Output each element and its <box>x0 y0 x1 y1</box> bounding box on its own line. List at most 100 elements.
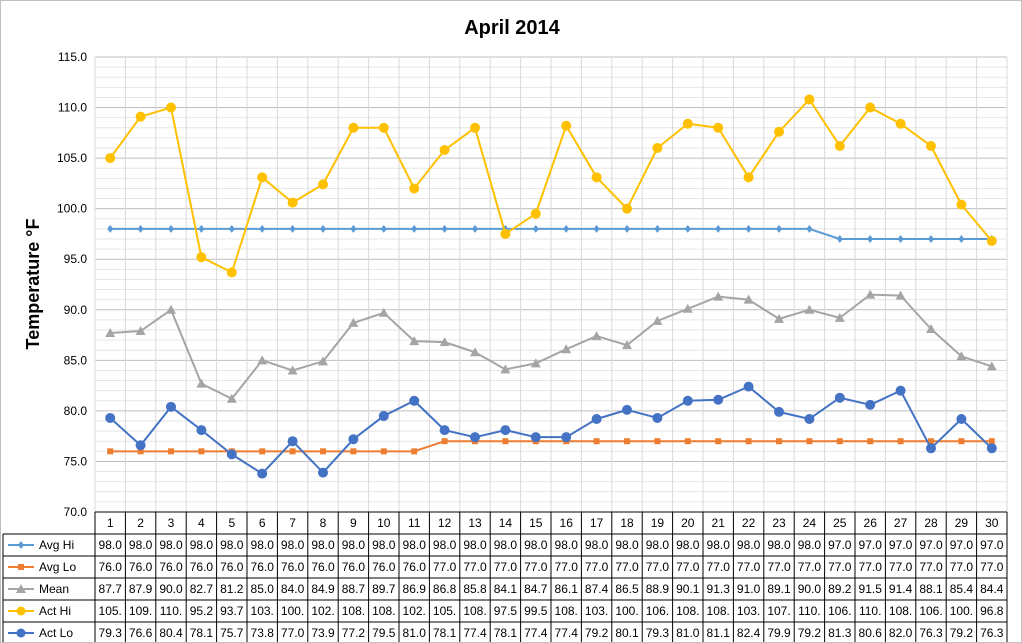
act-hi-data-label: 108. <box>707 604 730 618</box>
avg-lo-data-label: 76.0 <box>342 560 366 574</box>
x-tick-label: 1 <box>107 516 114 530</box>
act-lo-point <box>470 432 480 443</box>
mean-data-label: 88.1 <box>919 582 943 596</box>
y-tick-label: 85.0 <box>64 353 88 367</box>
act-lo-data-label: 73.9 <box>311 626 335 640</box>
avg-lo-data-label: 77.0 <box>494 560 518 574</box>
avg-hi-data-label: 98.0 <box>615 538 639 552</box>
act-hi-point <box>774 126 784 137</box>
avg-hi-data-label: 98.0 <box>555 538 579 552</box>
act-lo-data-label: 73.8 <box>251 626 275 640</box>
act-hi-point <box>804 94 815 105</box>
act-lo-data-label: 80.4 <box>159 626 183 640</box>
act-hi-data-label: 105. <box>433 604 456 618</box>
x-tick-label: 9 <box>350 516 357 530</box>
act-hi-point <box>956 199 967 210</box>
mean-data-label: 90.1 <box>676 582 700 596</box>
avg-hi-data-label: 98.0 <box>220 538 244 552</box>
avg-hi-point <box>593 224 600 233</box>
avg-hi-point <box>350 224 357 233</box>
act-lo-data-label: 80.6 <box>859 626 883 640</box>
x-tick-label: 27 <box>894 516 908 530</box>
avg-hi-point <box>137 224 144 233</box>
mean-point <box>865 289 876 299</box>
x-tick-label: 5 <box>228 516 235 530</box>
y-tick-label: 100.0 <box>57 202 87 216</box>
x-tick-label: 21 <box>712 516 726 530</box>
avg-lo-point <box>380 448 387 455</box>
avg-lo-point <box>836 438 843 445</box>
mean-data-label: 82.7 <box>190 582 214 596</box>
act-hi-data-label: 102. <box>311 604 334 618</box>
avg-hi-data-label: 98.0 <box>281 538 305 552</box>
avg-lo-legend-marker <box>18 564 24 570</box>
act-hi-data-label: 108. <box>372 604 395 618</box>
act-hi-data-label: 100. <box>950 604 973 618</box>
act-lo-data-label: 78.1 <box>433 626 457 640</box>
mean-legend-label: Mean <box>39 582 69 596</box>
act-hi-point <box>622 203 632 214</box>
mean-point <box>743 294 754 304</box>
mean-data-label: 84.7 <box>524 582 548 596</box>
act-hi-data-label: 110. <box>859 604 881 618</box>
mean-data-label: 86.1 <box>555 582 579 596</box>
x-tick-label: 3 <box>168 516 175 530</box>
act-hi-point <box>591 172 602 183</box>
act-lo-point <box>895 385 906 396</box>
mean-point <box>470 347 480 357</box>
avg-lo-point <box>654 438 661 445</box>
mean-point <box>622 340 632 350</box>
act-lo-data-label: 82.0 <box>889 626 913 640</box>
mean-point <box>500 364 511 374</box>
act-hi-point <box>834 140 845 151</box>
avg-lo-data-label: 77.0 <box>950 560 974 574</box>
act-hi-legend-label: Act Hi <box>39 604 71 618</box>
y-axis-label: Temperature °F <box>23 219 43 350</box>
act-lo-data-label: 79.2 <box>950 626 974 640</box>
mean-point <box>713 291 724 301</box>
x-tick-label: 6 <box>259 516 266 530</box>
avg-hi-point <box>624 224 630 233</box>
act-hi-data-label: 109. <box>129 604 152 618</box>
act-hi-point <box>409 183 420 194</box>
avg-hi-point <box>897 235 904 243</box>
mean-point <box>348 317 359 327</box>
avg-hi-data-label: 98.0 <box>159 538 183 552</box>
act-hi-point <box>652 143 663 153</box>
avg-lo-data-label: 77.0 <box>676 560 700 574</box>
avg-lo-point <box>806 438 813 445</box>
mean-data-label: 85.0 <box>251 582 275 596</box>
mean-data-label: 84.0 <box>281 582 305 596</box>
mean-data-label: 81.2 <box>220 582 244 596</box>
avg-lo-point <box>715 438 722 445</box>
act-hi-data-label: 108. <box>889 604 912 618</box>
act-hi-point <box>166 102 176 113</box>
act-hi-point <box>561 120 572 131</box>
mean-line <box>110 293 993 400</box>
avg-lo-point <box>107 448 114 455</box>
mean-data-label: 85.4 <box>950 582 974 596</box>
mean-point <box>439 337 450 347</box>
avg-lo-data-label: 77.0 <box>585 560 609 574</box>
avg-lo-data-label: 77.0 <box>615 560 639 574</box>
avg-lo-data-label: 77.0 <box>737 560 761 574</box>
avg-lo-data-label: 77.0 <box>859 560 883 574</box>
avg-hi-point <box>867 235 874 243</box>
act-lo-data-label: 81.0 <box>676 626 700 640</box>
act-lo-data-label: 76.3 <box>919 626 943 640</box>
avg-hi-line <box>110 227 992 240</box>
mean-point <box>834 312 845 322</box>
act-lo-data-label: 77.4 <box>524 626 548 640</box>
avg-hi-data-label: 98.0 <box>311 538 335 552</box>
mean-data-label: 84.4 <box>980 582 1004 596</box>
act-hi-data-label: 93.7 <box>220 604 244 618</box>
x-tick-label: 24 <box>803 516 817 530</box>
avg-lo-data-label: 77.0 <box>980 560 1004 574</box>
act-lo-data-label: 76.3 <box>980 626 1004 640</box>
x-tick-label: 18 <box>620 516 634 530</box>
mean-data-label: 88.9 <box>646 582 670 596</box>
act-hi-data-label: 103. <box>737 604 760 618</box>
avg-lo-point <box>897 438 904 445</box>
act-lo-data-label: 77.0 <box>281 626 305 640</box>
avg-hi-point <box>289 224 296 233</box>
